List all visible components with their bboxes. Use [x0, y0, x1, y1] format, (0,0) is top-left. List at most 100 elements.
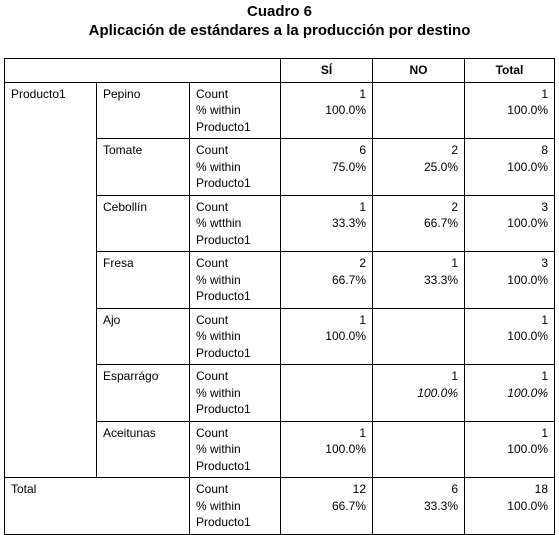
value-cell: 3 100.0% [464, 194, 555, 252]
row-label: Cebollín [96, 194, 190, 252]
value-cell: 18 100.0% [464, 477, 555, 535]
stat-label: Count [196, 256, 229, 270]
value-cell: 1 100.0% [464, 81, 555, 139]
stat-cell: Count % within Producto1 [189, 364, 281, 422]
stat-label: Count [196, 482, 229, 496]
value-cell: 8 100.0% [464, 138, 555, 196]
value-cell: 6 75.0% [280, 138, 373, 196]
column-header: NO [372, 58, 465, 83]
value-cell: 1 100.0% [280, 307, 373, 365]
subtitle: Aplicación de estándares a la producción… [88, 22, 471, 39]
count-value: 1 [451, 256, 458, 270]
count-value: 18 [534, 482, 548, 496]
stat-cell: Count % within Producto1 [189, 420, 281, 478]
row-label: Pepino [96, 81, 190, 139]
corner-cell [4, 58, 281, 83]
row-label: Tomate [96, 138, 190, 196]
percent-value: 33.3% [331, 216, 366, 230]
percent-value: 100.0% [507, 216, 548, 230]
count-value: 1 [359, 425, 366, 440]
percent-value: 100.0% [507, 329, 548, 343]
count-value: 2 [359, 256, 366, 270]
column-header: SÍ [280, 58, 373, 83]
value-cell: 1 100.0% [280, 81, 373, 139]
percent-value: 100.0% [507, 385, 548, 400]
row-label: Ajo [96, 307, 190, 365]
total-row: Total Count % within Producto1 12 66.7% 6 33.3… [4, 477, 555, 535]
percent-value: 66.7% [331, 498, 366, 513]
count-value: 3 [541, 199, 548, 214]
stat-label: Count [196, 312, 229, 327]
row-label: Fresa [96, 251, 190, 309]
percent-value: 100.0% [325, 103, 366, 117]
value-cell: 1 33.3% [280, 194, 373, 252]
value-cell: 2 66.7% [280, 251, 373, 309]
count-value: 1 [541, 369, 548, 383]
stat-label: % within Producto1 [196, 329, 251, 360]
percent-value: 25.0% [423, 159, 458, 174]
spacer [287, 368, 366, 385]
value-cell [372, 81, 465, 139]
percent-value: 66.7% [331, 272, 366, 287]
spacer [379, 86, 458, 103]
value-cell [280, 364, 373, 422]
stat-label: % within Producto1 [196, 103, 251, 134]
spacer [379, 312, 458, 329]
value-cell: 1 100.0% [280, 420, 373, 478]
percent-value: 100.0% [507, 498, 548, 513]
count-value: 6 [451, 482, 458, 496]
stat-label: Count [196, 369, 229, 383]
percent-value: 33.3% [423, 498, 458, 513]
value-cell: 3 100.0% [464, 251, 555, 309]
row-label: Esparrágo [96, 364, 190, 422]
data-row: Producto1 Pepino Count% within Producto1 1 1… [4, 81, 555, 478]
value-cell: 1 100.0% [464, 420, 555, 478]
stat-label: % within Producto1 [196, 498, 251, 530]
count-value: 1 [359, 199, 366, 214]
value-cell [372, 420, 465, 478]
count-value: 2 [451, 143, 458, 157]
data-row: Fresa Count % within Producto1 2 66.7% 1 33.3%… [5, 251, 555, 309]
percent-value: 75.0% [331, 159, 366, 174]
count-value: 2 [451, 199, 458, 214]
count-value: 1 [451, 369, 458, 383]
stat-label: % within Producto1 [196, 385, 251, 417]
row-label: Aceitunas [96, 420, 190, 478]
stat-label: Count [196, 86, 229, 101]
stat-cell: Count % within Producto1 [189, 81, 281, 139]
count-value: 1 [541, 425, 548, 440]
value-cell: 1 33.3% [372, 251, 465, 309]
stat-label: Count [196, 199, 229, 214]
percent-value: 100.0% [507, 442, 548, 456]
percent-value: 100.0% [325, 329, 366, 343]
count-value: 1 [359, 312, 366, 327]
count-value: 1 [359, 86, 366, 101]
spacer [379, 425, 458, 442]
value-cell: 12 66.7% [280, 477, 373, 535]
percent-value: 100.0% [325, 442, 366, 456]
value-cell: 1 100.0% [372, 364, 465, 422]
stat-cell: Count % within Producto1 [189, 251, 281, 309]
title: Cuadro 6 [246, 3, 312, 20]
percent-value: 100.0% [417, 385, 458, 400]
stat-cell: Count % wtthin Producto1 [189, 194, 281, 252]
count-value: 1 [541, 86, 548, 101]
percent-value: 33.3% [423, 272, 458, 287]
percent-value: 100.0% [507, 103, 548, 117]
value-cell [372, 307, 465, 365]
count-value: 1 [541, 312, 548, 327]
value-cell: 2 66.7% [372, 194, 465, 252]
value-cell: 1 100.0% [464, 364, 555, 422]
stat-label: % within Producto1 [196, 159, 251, 191]
data-row: Aceitunas Count% within Producto1 1 100.0% … [5, 420, 555, 478]
total-label: Total [4, 477, 190, 535]
stat-label: % within Producto1 [196, 272, 251, 304]
row-group-label: Producto1 [4, 81, 97, 478]
count-value: 6 [359, 143, 366, 157]
data-row: Esparrágo Count % within Producto1 1 100.0%… [5, 364, 555, 422]
stat-label: % wtthin Producto1 [196, 216, 251, 247]
percent-value: 100.0% [507, 159, 548, 174]
stat-label: Count [196, 143, 229, 157]
page: Cuadro 6 Aplicación de estándares a la p… [4, 3, 555, 535]
count-value: 12 [352, 482, 366, 496]
